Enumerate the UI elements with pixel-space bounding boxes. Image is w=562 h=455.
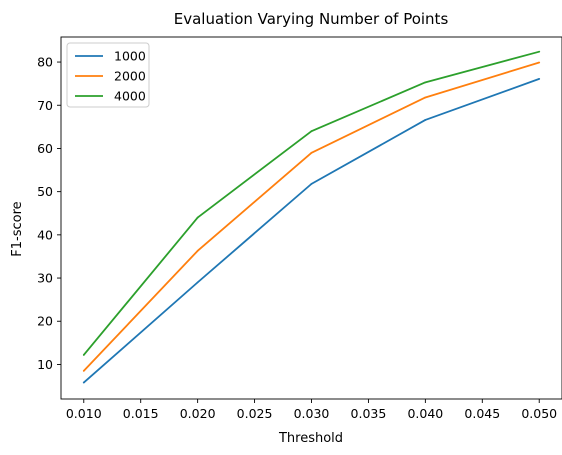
x-tick-label: 0.040 — [407, 406, 443, 421]
data-point — [310, 182, 313, 185]
data-point — [82, 354, 85, 356]
legend-label: 2000 — [114, 69, 146, 84]
y-tick-label: 40 — [37, 227, 53, 242]
data-point — [424, 119, 427, 121]
data-point — [82, 370, 85, 372]
y-tick-label: 70 — [37, 98, 53, 113]
x-tick-label: 0.050 — [521, 406, 557, 421]
x-tick-label: 0.045 — [464, 406, 500, 421]
data-point — [82, 381, 85, 384]
data-point — [538, 50, 541, 53]
y-tick-label: 30 — [37, 271, 53, 286]
y-tick-label: 20 — [37, 314, 53, 329]
y-tick-label: 80 — [37, 55, 53, 70]
y-tick-label: 50 — [37, 184, 53, 199]
data-point — [424, 96, 427, 99]
x-tick-label: 0.035 — [351, 406, 387, 421]
legend-box — [66, 42, 150, 108]
data-point — [196, 281, 199, 284]
data-point — [196, 216, 199, 219]
x-axis: 0.010 0.015 0.020 0.025 0.030 0.035 0.040 0.045… — [66, 399, 557, 421]
y-tick-label: 10 — [37, 357, 53, 372]
y-axis: 10 20 30 40 50 60 70 80 — [37, 55, 61, 372]
x-tick-label: 0.015 — [123, 406, 159, 421]
series-layer — [82, 50, 541, 384]
legend: 1000 2000 4000 — [66, 42, 150, 108]
data-point — [424, 81, 427, 84]
data-point — [538, 78, 541, 80]
legend-label: 1000 — [114, 49, 146, 64]
y-tick-label: 60 — [37, 141, 53, 156]
y-axis-label: F1-score — [10, 201, 25, 256]
chart-title: Evaluation Varying Number of Points — [174, 10, 449, 28]
x-tick-label: 0.020 — [180, 406, 216, 421]
legend-label: 4000 — [114, 89, 146, 104]
x-tick-label: 0.010 — [66, 406, 102, 421]
data-point — [310, 130, 313, 133]
data-point — [538, 61, 541, 64]
x-tick-label: 0.030 — [294, 406, 330, 421]
axes-frame — [60, 36, 562, 400]
data-point — [196, 249, 199, 252]
x-tick-label: 0.025 — [237, 406, 273, 421]
data-point — [310, 151, 313, 154]
x-axis-label: Threshold — [278, 431, 343, 446]
